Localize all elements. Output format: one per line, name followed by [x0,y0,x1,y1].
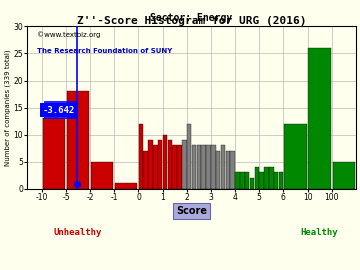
Bar [67,91,89,189]
Text: Healthy: Healthy [301,228,338,237]
Bar [211,146,216,189]
Bar [240,173,244,189]
Bar [144,151,148,189]
Bar [202,146,206,189]
Text: -3.642: -3.642 [43,106,75,115]
Bar [182,140,186,189]
Bar [269,167,274,189]
Y-axis label: Number of companies (339 total): Number of companies (339 total) [4,49,11,166]
Bar [255,167,259,189]
Text: Unhealthy: Unhealthy [54,228,102,237]
Bar [333,162,355,189]
Bar [250,178,254,189]
Bar [216,151,220,189]
Text: Sector: Energy: Sector: Energy [150,13,233,23]
Bar [309,48,331,189]
Bar [158,140,162,189]
Bar [245,173,249,189]
Bar [139,124,143,189]
Bar [91,162,113,189]
Bar [148,140,153,189]
Bar [153,146,158,189]
Bar [230,151,235,189]
Bar [226,151,230,189]
Text: ©www.textbiz.org: ©www.textbiz.org [37,31,100,38]
Bar [192,146,196,189]
Title: Z''-Score Histogram for URG (2016): Z''-Score Histogram for URG (2016) [77,16,306,26]
Bar [187,124,192,189]
Bar [197,146,201,189]
Bar [235,173,240,189]
Bar [172,146,177,189]
Bar [115,183,138,189]
Bar [168,140,172,189]
Bar [163,135,167,189]
Bar [43,119,65,189]
Bar [264,167,269,189]
X-axis label: Score: Score [176,206,207,216]
Bar [279,173,283,189]
Bar [260,173,264,189]
Bar [177,146,182,189]
Text: The Research Foundation of SUNY: The Research Foundation of SUNY [37,48,172,53]
Bar [221,146,225,189]
Bar [274,173,278,189]
Bar [284,124,307,189]
Bar [206,146,211,189]
